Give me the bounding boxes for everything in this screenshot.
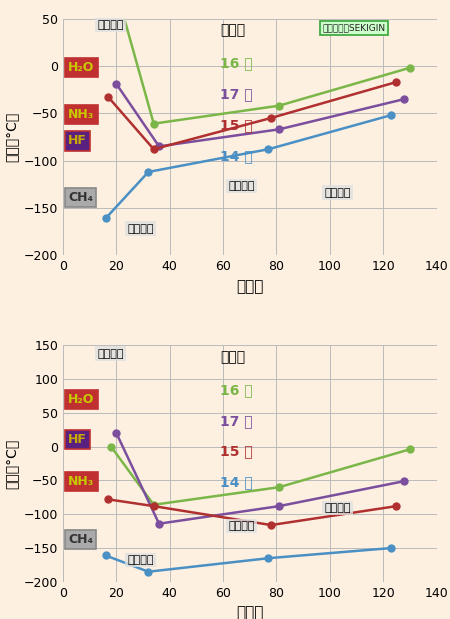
Text: 15 族: 15 族 (220, 118, 252, 132)
Text: 16 族: 16 族 (220, 383, 252, 397)
Text: 周期表: 周期表 (220, 350, 245, 364)
Text: 15 族: 15 族 (220, 444, 252, 459)
Text: 第３周期: 第３周期 (127, 223, 153, 233)
Text: 第５周期: 第５周期 (324, 503, 351, 513)
X-axis label: 分子量: 分子量 (236, 605, 263, 619)
Text: 第２周期: 第２周期 (98, 348, 124, 358)
Text: 第４周期: 第４周期 (229, 181, 255, 191)
X-axis label: 分子量: 分子量 (236, 279, 263, 293)
Text: CH₄: CH₄ (68, 191, 93, 204)
Text: 第３周期: 第３周期 (127, 555, 153, 565)
Text: 周期表: 周期表 (220, 24, 245, 37)
Text: 16 族: 16 族 (220, 56, 252, 71)
Text: NH₃: NH₃ (68, 108, 94, 121)
Text: H₂O: H₂O (68, 392, 94, 405)
Text: 14 族: 14 族 (220, 475, 252, 490)
Text: 第２周期: 第２周期 (98, 20, 124, 30)
Text: HF: HF (68, 134, 87, 147)
Y-axis label: 融点（°C）: 融点（°C） (4, 438, 18, 488)
Y-axis label: 沸点（°C）: 沸点（°C） (4, 112, 18, 162)
Text: CH₄: CH₄ (68, 532, 93, 545)
Text: 17 族: 17 族 (220, 87, 252, 101)
Text: HF: HF (68, 433, 87, 446)
Text: 技術情報館SEKIGIN: 技術情報館SEKIGIN (323, 24, 386, 32)
Text: 第５周期: 第５周期 (324, 188, 351, 197)
Text: 14 族: 14 族 (220, 149, 252, 163)
Text: H₂O: H₂O (68, 61, 94, 74)
Text: NH₃: NH₃ (68, 475, 94, 488)
Text: 17 族: 17 族 (220, 414, 252, 428)
Text: 第４周期: 第４周期 (229, 521, 255, 531)
